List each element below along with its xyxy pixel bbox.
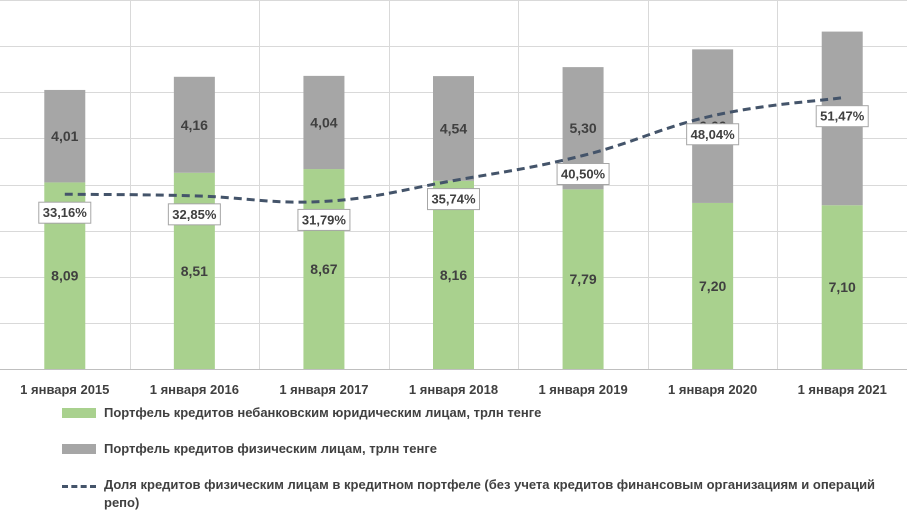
data-label-legal-entities: 8,51 xyxy=(181,263,208,279)
data-label-individuals: 5,30 xyxy=(569,120,596,136)
x-tick-label: 1 января 2020 xyxy=(668,382,757,397)
bar-individuals xyxy=(303,75,345,170)
x-tick-label: 1 января 2015 xyxy=(20,382,109,397)
data-label-legal-entities: 7,20 xyxy=(699,278,726,294)
share-label-box xyxy=(297,208,351,231)
bar-legal-entities xyxy=(303,169,345,369)
data-label-legal-entities: 7,79 xyxy=(569,271,596,287)
share-label: 32,85% xyxy=(172,207,217,222)
data-label-individuals: 4,01 xyxy=(51,128,78,144)
legend-label-individuals: Портфель кредитов физическим лицам, трлн… xyxy=(104,441,438,456)
data-label-individuals: 4,16 xyxy=(181,117,208,133)
share-label-box xyxy=(427,188,480,211)
legend: Портфель кредитов небанковским юридическ… xyxy=(62,404,882,516)
share-label: 51,47% xyxy=(820,109,865,124)
share-label: 48,04% xyxy=(691,127,736,142)
legend-swatch-gray xyxy=(62,444,96,454)
share-label-box xyxy=(556,163,610,186)
bar-legal-entities xyxy=(692,202,734,369)
x-tick-label: 1 января 2018 xyxy=(409,382,498,397)
share-label-box xyxy=(815,105,869,128)
legend-swatch-green xyxy=(62,408,96,418)
share-label-box xyxy=(38,201,92,224)
x-tick-label: 1 января 2016 xyxy=(150,382,239,397)
share-label-box xyxy=(167,203,221,226)
share-label-box xyxy=(686,123,740,146)
legend-label-share: Доля кредитов физическим лицам в кредитн… xyxy=(104,477,876,510)
share-line-layer: 33,16% 32,85% 31,79% 35,74% 40,50% 48,04% 51,4… xyxy=(38,96,869,231)
data-label-individuals: 4,04 xyxy=(310,114,337,130)
bar-legal-entities xyxy=(433,180,474,369)
chart: 8,09 4,01 8,51 4,16 8,67 4,04 8,16 4,54 7,79 5,30… xyxy=(0,0,907,397)
data-label-legal-entities: 8,16 xyxy=(440,267,467,283)
legend-label-legal-entities: Портфель кредитов небанковским юридическ… xyxy=(104,405,542,420)
data-label-legal-entities: 8,09 xyxy=(51,268,78,284)
legend-item-legal-entities: Портфель кредитов небанковским юридическ… xyxy=(62,404,882,440)
data-label-individuals: 4,54 xyxy=(440,120,467,136)
bar-individuals xyxy=(433,76,474,181)
bar-individuals xyxy=(173,76,215,173)
share-label: 40,50% xyxy=(561,167,606,182)
bar-individuals xyxy=(44,89,86,183)
share-label: 35,74% xyxy=(431,192,476,207)
share-line xyxy=(64,96,843,204)
bar-legal-entities xyxy=(562,189,604,369)
legend-item-share: Доля кредитов физическим лицам в кредитн… xyxy=(62,476,882,516)
data-label-legal-entities: 7,10 xyxy=(829,279,856,295)
x-tick-label: 1 января 2021 xyxy=(798,382,887,397)
share-label: 31,79% xyxy=(302,212,347,227)
x-tick-label: 1 января 2017 xyxy=(279,382,368,397)
x-axis-ticks: 1 января 2015 1 января 2016 1 января 2017 1… xyxy=(20,382,887,397)
bar-legal-entities xyxy=(821,205,863,369)
legend-item-individuals: Портфель кредитов физическим лицам, трлн… xyxy=(62,440,882,476)
share-label: 33,16% xyxy=(43,205,88,220)
x-tick-label: 1 января 2019 xyxy=(538,382,627,397)
legend-swatch-dashed-line xyxy=(62,485,96,488)
data-label-legal-entities: 8,67 xyxy=(310,261,337,277)
